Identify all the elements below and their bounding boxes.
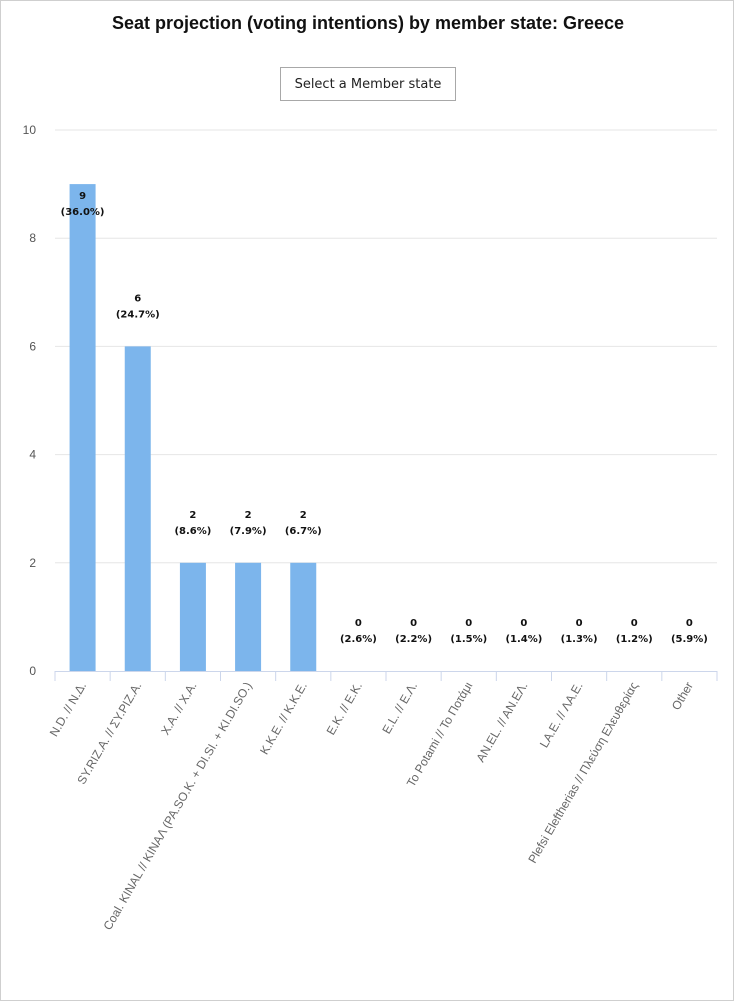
bar-percent-label: (24.7%) — [116, 309, 160, 320]
member-state-select[interactable]: Select a Member state — [280, 67, 456, 101]
bar-value-label: 0 — [465, 618, 472, 629]
bar-percent-label: (5.9%) — [671, 634, 708, 645]
gridlines — [55, 129, 717, 564]
bar-value-label: 0 — [355, 618, 362, 629]
bar-percent-label: (1.2%) — [616, 634, 653, 645]
x-tick-label: SY.RIZ.A. // ΣY.PIZ.A. — [74, 680, 144, 787]
bar[interactable] — [124, 346, 151, 671]
data-labels: 9 (36.0%) 6 (24.7%) 2 (8.6%) 2 (7.9%) 2 (6.7%) 0 (2… — [61, 191, 708, 645]
bar-percent-label: (8.6%) — [174, 526, 211, 537]
x-tick-label: Plefsi Eleftherias // Πλεύση Ελευθερίας — [525, 679, 641, 865]
bar-percent-label: (1.3%) — [561, 634, 598, 645]
y-tick-label: 4 — [29, 448, 36, 462]
bar-value-label: 0 — [520, 618, 527, 629]
bar-percent-label: (36.0%) — [61, 207, 105, 218]
y-tick-label: 2 — [29, 556, 36, 570]
bar-value-label: 0 — [576, 618, 583, 629]
bar-percent-label: (2.6%) — [340, 634, 377, 645]
bar-value-label: 0 — [631, 618, 638, 629]
bar[interactable] — [290, 562, 317, 671]
y-axis-ticks: 0 2 4 6 8 10 — [23, 123, 37, 678]
bar-value-label: 2 — [245, 510, 252, 521]
bar-value-label: 0 — [686, 618, 693, 629]
bar-percent-label: (2.2%) — [395, 634, 432, 645]
bar-percent-label: (1.5%) — [450, 634, 487, 645]
bar-percent-label: (6.7%) — [285, 526, 322, 537]
x-tick-label: N.D. // N.Δ. — [47, 680, 89, 740]
bar-value-label: 6 — [134, 293, 141, 304]
x-tick-label: E.K. // E.K. — [324, 680, 365, 738]
bar[interactable] — [235, 562, 262, 671]
x-axis — [54, 671, 718, 681]
x-tick-label: LA.E. // ΛA.E. — [537, 680, 586, 751]
x-tick-label: AN.EL. // AN.EΛ. — [473, 680, 530, 765]
bar[interactable] — [69, 184, 96, 671]
y-tick-label: 6 — [29, 339, 36, 353]
y-tick-label: 10 — [23, 123, 37, 137]
bar-value-label: 2 — [300, 510, 307, 521]
y-tick-label: 8 — [29, 231, 36, 245]
x-tick-label: X.A. // X.A. — [158, 680, 199, 738]
y-tick-label: 0 — [29, 664, 36, 678]
x-axis-ticks: N.D. // N.Δ.SY.RIZ.A. // ΣY.PIZ.A. X.A. /… — [47, 679, 696, 932]
bar-percent-label: (1.4%) — [505, 634, 542, 645]
bar-value-label: 9 — [79, 191, 86, 202]
chart-title: Seat projection (voting intentions) by m… — [111, 13, 625, 33]
x-tick-label: Other — [669, 680, 696, 713]
x-tick-label: K.K.E. // K.K.E. — [257, 680, 310, 757]
bars — [69, 184, 317, 671]
bar-value-label: 2 — [189, 510, 196, 521]
x-tick-label: E.L. // E.Λ. — [379, 680, 420, 737]
bar-percent-label: (7.9%) — [230, 526, 267, 537]
bar-value-label: 0 — [410, 618, 417, 629]
bar[interactable] — [179, 562, 206, 671]
